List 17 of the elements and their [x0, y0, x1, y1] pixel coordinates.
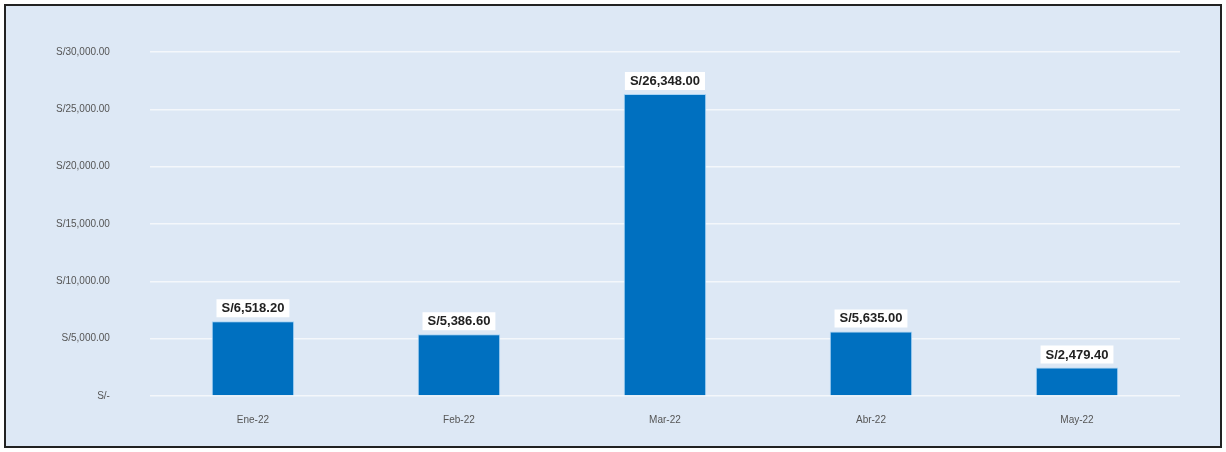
x-tick-label: Feb-22 [443, 413, 476, 425]
y-tick-label: S/15,000.00 [56, 217, 111, 229]
x-tick-label: May-22 [1060, 413, 1095, 425]
x-tick-label: Abr-22 [855, 413, 887, 425]
data-label: S/6,518.20 [221, 300, 285, 316]
y-tick-label: S/- [97, 389, 110, 401]
data-label: S/5,386.60 [427, 313, 491, 329]
x-tick-label: Ene-22 [236, 413, 270, 425]
y-tick-label: S/20,000.00 [56, 160, 111, 172]
data-label: S/2,479.40 [1045, 346, 1109, 362]
data-label: S/26,348.00 [629, 72, 701, 88]
data-label: S/5,635.00 [839, 310, 903, 326]
y-tick-label: S/30,000.00 [56, 45, 111, 57]
x-tick-label: Mar-22 [649, 413, 682, 425]
y-tick-label: S/25,000.00 [56, 103, 111, 115]
y-tick-label: S/5,000.00 [61, 332, 111, 344]
y-tick-label: S/10,000.00 [56, 275, 111, 287]
